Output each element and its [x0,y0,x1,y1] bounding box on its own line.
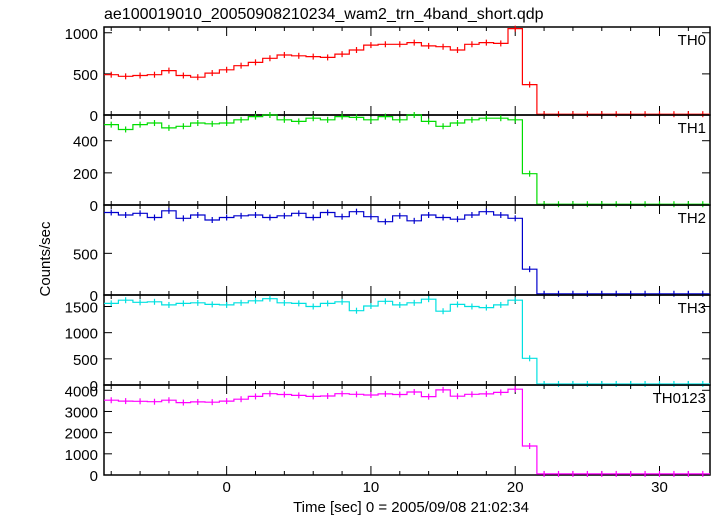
series-label: TH0 [678,32,706,49]
series-line-th2 [104,210,710,295]
panel-frame [103,26,711,116]
panel-th3: 0 500 1000 1500 TH3 [65,294,711,395]
panel-th0: 0 500 1000 TH0 [65,25,711,125]
y-tick-label: 0 [90,108,98,125]
series-label: TH3 [678,300,706,317]
y-tick-label: 1000 [65,326,98,343]
panel-frame [103,384,711,476]
y-tick-label: 400 [73,134,98,151]
x-tick-label: 30 [651,479,668,496]
panel-frame [103,114,711,206]
chart-title: ae100019010_20050908210234_wam2_trn_4ban… [104,6,544,23]
panel-th1: 0 200 400 TH1 [73,112,711,215]
y-tick-label: 0 [90,378,98,395]
series-line-th1 [104,114,710,205]
x-tick-label: 20 [507,479,524,496]
y-tick-label: 0 [90,198,98,215]
y-tick-label: 3000 [65,404,98,421]
y-tick-label: 500 [73,246,98,263]
y-tick-label: 1000 [65,26,98,43]
series-label: TH1 [678,120,706,137]
panel-th2: 0 500 TH2 [73,204,711,305]
series-label: TH2 [678,210,706,227]
series-label: TH0123 [653,390,706,407]
y-tick-label: 2000 [65,426,98,443]
y-tick-label: 4000 [65,383,98,400]
panel-th0123: 0 1000 2000 3000 4000 TH0123 0 10 20 30 [65,383,711,496]
y-tick-label: 500 [73,67,98,84]
y-tick-label: 500 [73,352,98,369]
y-tick-label: 1500 [65,300,98,317]
x-tick-label: 0 [222,479,230,496]
series-line-th0123 [104,388,710,475]
panel-frame [103,294,711,386]
x-tick-label: 10 [363,479,380,496]
y-tick-label: 0 [90,468,98,485]
x-axis-label: Time [sec] 0 = 2005/09/08 21:02:34 [293,499,529,516]
y-tick-label: 0 [90,288,98,305]
series-line-th0 [104,28,710,115]
y-axis-label: Counts/sec [37,221,54,297]
y-tick-label: 200 [73,166,98,183]
y-tick-label: 1000 [65,447,98,464]
series-line-th3 [104,298,710,385]
